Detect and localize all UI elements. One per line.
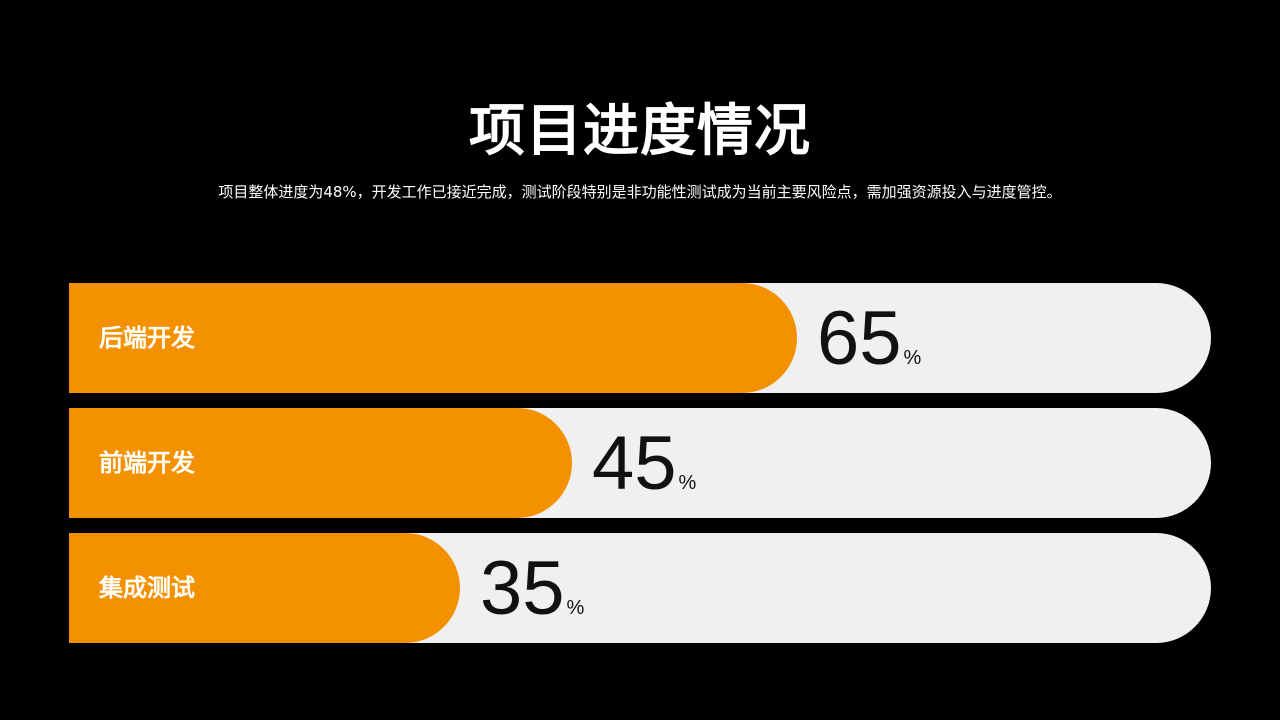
progress-bar-label: 前端开发 <box>99 449 195 477</box>
progress-bar-label: 后端开发 <box>99 324 195 352</box>
progress-bar-fill <box>69 533 460 643</box>
progress-bar-row: 后端开发 65% <box>69 283 1211 393</box>
progress-value-number: 35 <box>480 546 565 631</box>
progress-bar-value: 65% <box>817 297 921 387</box>
progress-value-unit: % <box>566 597 585 619</box>
progress-bar-label: 集成测试 <box>99 574 195 602</box>
page-title: 项目进度情况 <box>469 99 811 164</box>
progress-bar-row: 集成测试 35% <box>69 533 1211 643</box>
progress-bar-row: 前端开发 45% <box>69 408 1211 518</box>
progress-value-number: 65 <box>817 296 902 381</box>
progress-bar-value: 45% <box>592 422 696 512</box>
progress-value-number: 45 <box>592 421 677 506</box>
progress-bar-fill <box>69 283 797 393</box>
progress-bar-fill <box>69 408 572 518</box>
progress-bar-value: 35% <box>480 547 584 637</box>
progress-bar-chart: 后端开发 65% 前端开发 45% 集成测试 35% <box>69 283 1211 645</box>
page-subtitle: 项目整体进度为48%，开发工作已接近完成，测试阶段特别是非功能性测试成为当前主要… <box>218 183 1062 201</box>
progress-value-unit: % <box>903 347 922 369</box>
progress-value-unit: % <box>678 472 697 494</box>
